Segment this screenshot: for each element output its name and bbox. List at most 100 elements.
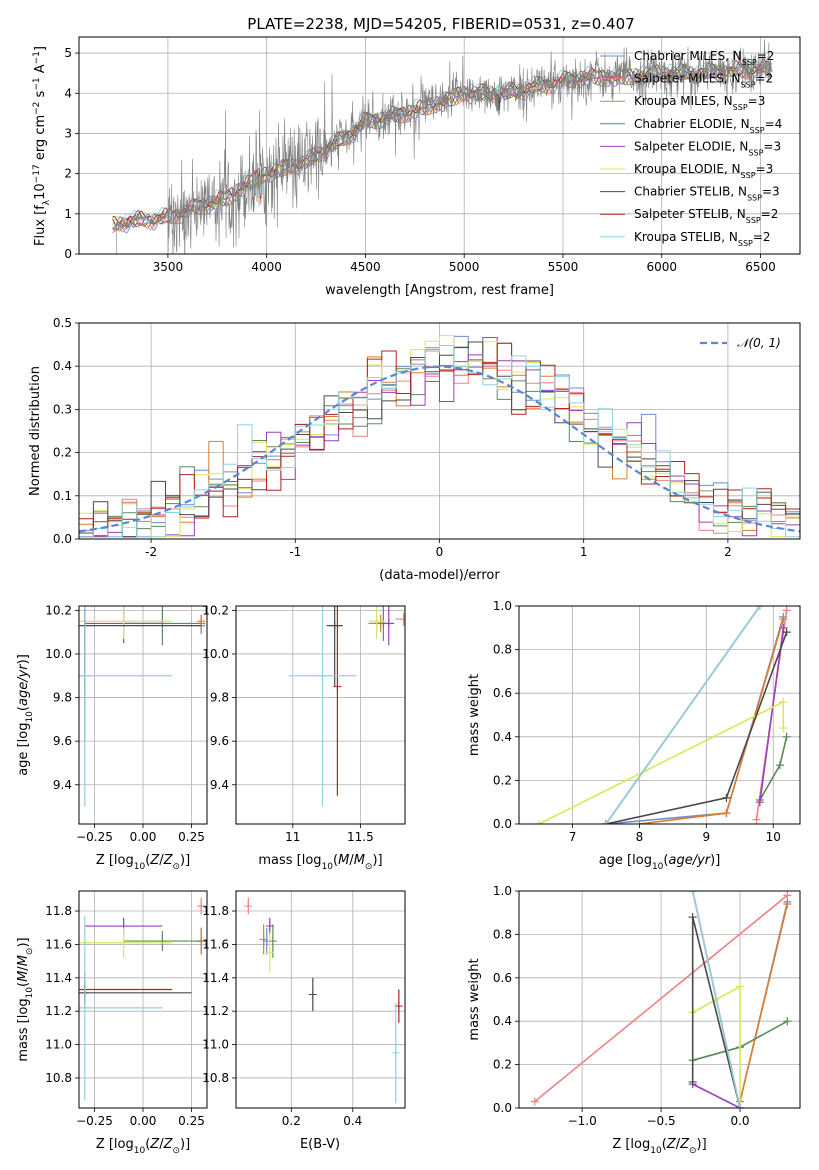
x-tick-label: 10 <box>766 830 781 844</box>
label-part: 10 <box>652 862 664 872</box>
legend-eq: = <box>765 117 775 131</box>
label-part: age/yr <box>16 663 31 706</box>
label-part: ⊙ <box>689 1146 697 1156</box>
legend-entry: Chabrier STELIB, NSSP=3 <box>634 185 780 203</box>
label-part: Z <box>679 1137 690 1152</box>
axes-border <box>78 890 208 1109</box>
label-part: age [log <box>599 853 652 868</box>
legend-nssp: 2 <box>766 72 774 86</box>
legend-nssp: 4 <box>775 117 783 131</box>
y-tick-label: 9.4 <box>210 778 229 792</box>
data-point <box>779 697 788 706</box>
label-part: Z <box>149 1137 160 1152</box>
y-tick-label: 0.4 <box>493 1014 512 1028</box>
y-axis-label: Normed distribution <box>28 366 43 496</box>
legend-entry: Kroupa MILES, NSSP=3 <box>634 94 765 112</box>
y-tick-label: 11.8 <box>45 904 72 918</box>
label-part: age/yr <box>668 853 711 868</box>
label-part: 10 <box>650 1146 662 1156</box>
x-tick-label: 0 <box>436 545 444 559</box>
legend-text: Kroupa MILES, N <box>634 94 733 108</box>
mass-weight-line <box>538 700 785 824</box>
x-tick-label: −1.0 <box>568 1114 597 1128</box>
legend-subscript: SSP <box>741 80 756 89</box>
y-tick-label: 0 <box>64 247 72 261</box>
axes-frame: 11 11.5 9.4 9.6 9.8 10.0 10.2 <box>202 603 406 844</box>
plot-area <box>79 606 206 807</box>
grid <box>236 606 405 824</box>
label-part: )] <box>180 1137 190 1152</box>
plot-area <box>288 606 405 807</box>
label-part: 10 <box>25 711 35 723</box>
x-axis-label: age [log10(age/yr)] <box>599 853 721 872</box>
data-point <box>530 1097 539 1106</box>
data-point <box>535 820 544 824</box>
y-tick-label: 9.8 <box>53 691 72 705</box>
data-spectrum-line <box>112 39 773 254</box>
label-part: mass [log <box>16 998 31 1061</box>
x-tick-label: 4000 <box>251 260 282 274</box>
label-part: ( <box>333 853 338 868</box>
data-point <box>259 935 268 944</box>
x-tick-label: −0.5 <box>647 1114 676 1128</box>
y-tick-label: 10.8 <box>202 1071 229 1085</box>
x-tick-label: -1 <box>289 545 301 559</box>
data-point <box>384 619 393 628</box>
label-part: Z <box>163 1137 174 1152</box>
legend-entry: Chabrier MILES, NSSP=2 <box>634 49 774 67</box>
legend-subscript: SSP <box>750 125 765 134</box>
axes-frame: 0.2 0.4 10.8 11.0 11.2 11.4 11.6 11.8 <box>202 890 406 1128</box>
y-tick-label: 11.0 <box>202 1038 229 1052</box>
data-point <box>80 671 89 680</box>
data-point <box>736 1104 745 1108</box>
label-part: / <box>159 853 164 868</box>
label-part: ( <box>663 853 668 868</box>
label-part: ⊙ <box>365 862 373 872</box>
axes-border <box>235 890 406 1109</box>
residuals-panel: -2 -1 0 1 2 0.0 0.1 0.2 0.3 0.4 0.5 (data-model)/er… <box>28 316 801 583</box>
data-point <box>782 628 791 637</box>
plot-area <box>79 897 206 1100</box>
x-tick-label: −0.25 <box>76 1114 113 1128</box>
y-tick-label: 3 <box>64 126 72 140</box>
y-axis-label: mass [log10(M/M⊙)] <box>16 937 35 1061</box>
y-tick-label: 11.0 <box>45 1038 72 1052</box>
plot-area <box>535 606 791 824</box>
legend-entry: Kroupa ELODIE, NSSP=3 <box>634 162 773 180</box>
label-part: ( <box>145 1137 150 1152</box>
label-part: / <box>16 966 31 971</box>
data-point <box>779 623 788 632</box>
data-point <box>197 902 206 911</box>
label-part: ( <box>662 1137 667 1152</box>
figure-title: PLATE=2238, MJD=54205, FIBERID=0531, z=0… <box>247 15 634 33</box>
x-tick-label: 3500 <box>153 260 184 274</box>
y-tick-label: 0.5 <box>53 316 72 330</box>
legend-eq: = <box>757 49 767 63</box>
label-part: λ <box>42 199 52 205</box>
legend-nssp: 3 <box>773 139 781 153</box>
legend-subscript: SSP <box>748 148 763 157</box>
label-part: )] <box>180 853 190 868</box>
label-part: Z <box>666 1137 677 1152</box>
label-part: Z [log <box>96 853 134 868</box>
normal-curve <box>79 365 800 533</box>
data-point <box>635 820 644 824</box>
grid <box>79 606 207 824</box>
label-part: Flux [f <box>33 205 48 246</box>
y-tick-label: 11.4 <box>45 971 72 985</box>
data-point <box>308 990 317 999</box>
x-tick-label: 5500 <box>548 260 579 274</box>
legend-text: Chabrier STELIB, N <box>634 185 747 199</box>
data-point <box>783 891 792 900</box>
label-part: )] <box>710 853 720 868</box>
legend-text: Kroupa STELIB, N <box>634 230 738 244</box>
label-part: age [log <box>16 723 31 776</box>
axes-frame: -2 -1 0 1 2 0.0 0.1 0.2 0.3 0.4 0.5 <box>53 316 801 559</box>
label-part: −2 <box>32 102 42 115</box>
y-tick-label: 11.6 <box>45 937 72 951</box>
x-tick-label: 6500 <box>745 260 776 274</box>
mass-vs-ebv-panel: 0.2 0.4 10.8 11.0 11.2 11.4 11.6 11.8 E(B-V) <box>202 890 406 1152</box>
legend-eq: = <box>756 162 766 176</box>
